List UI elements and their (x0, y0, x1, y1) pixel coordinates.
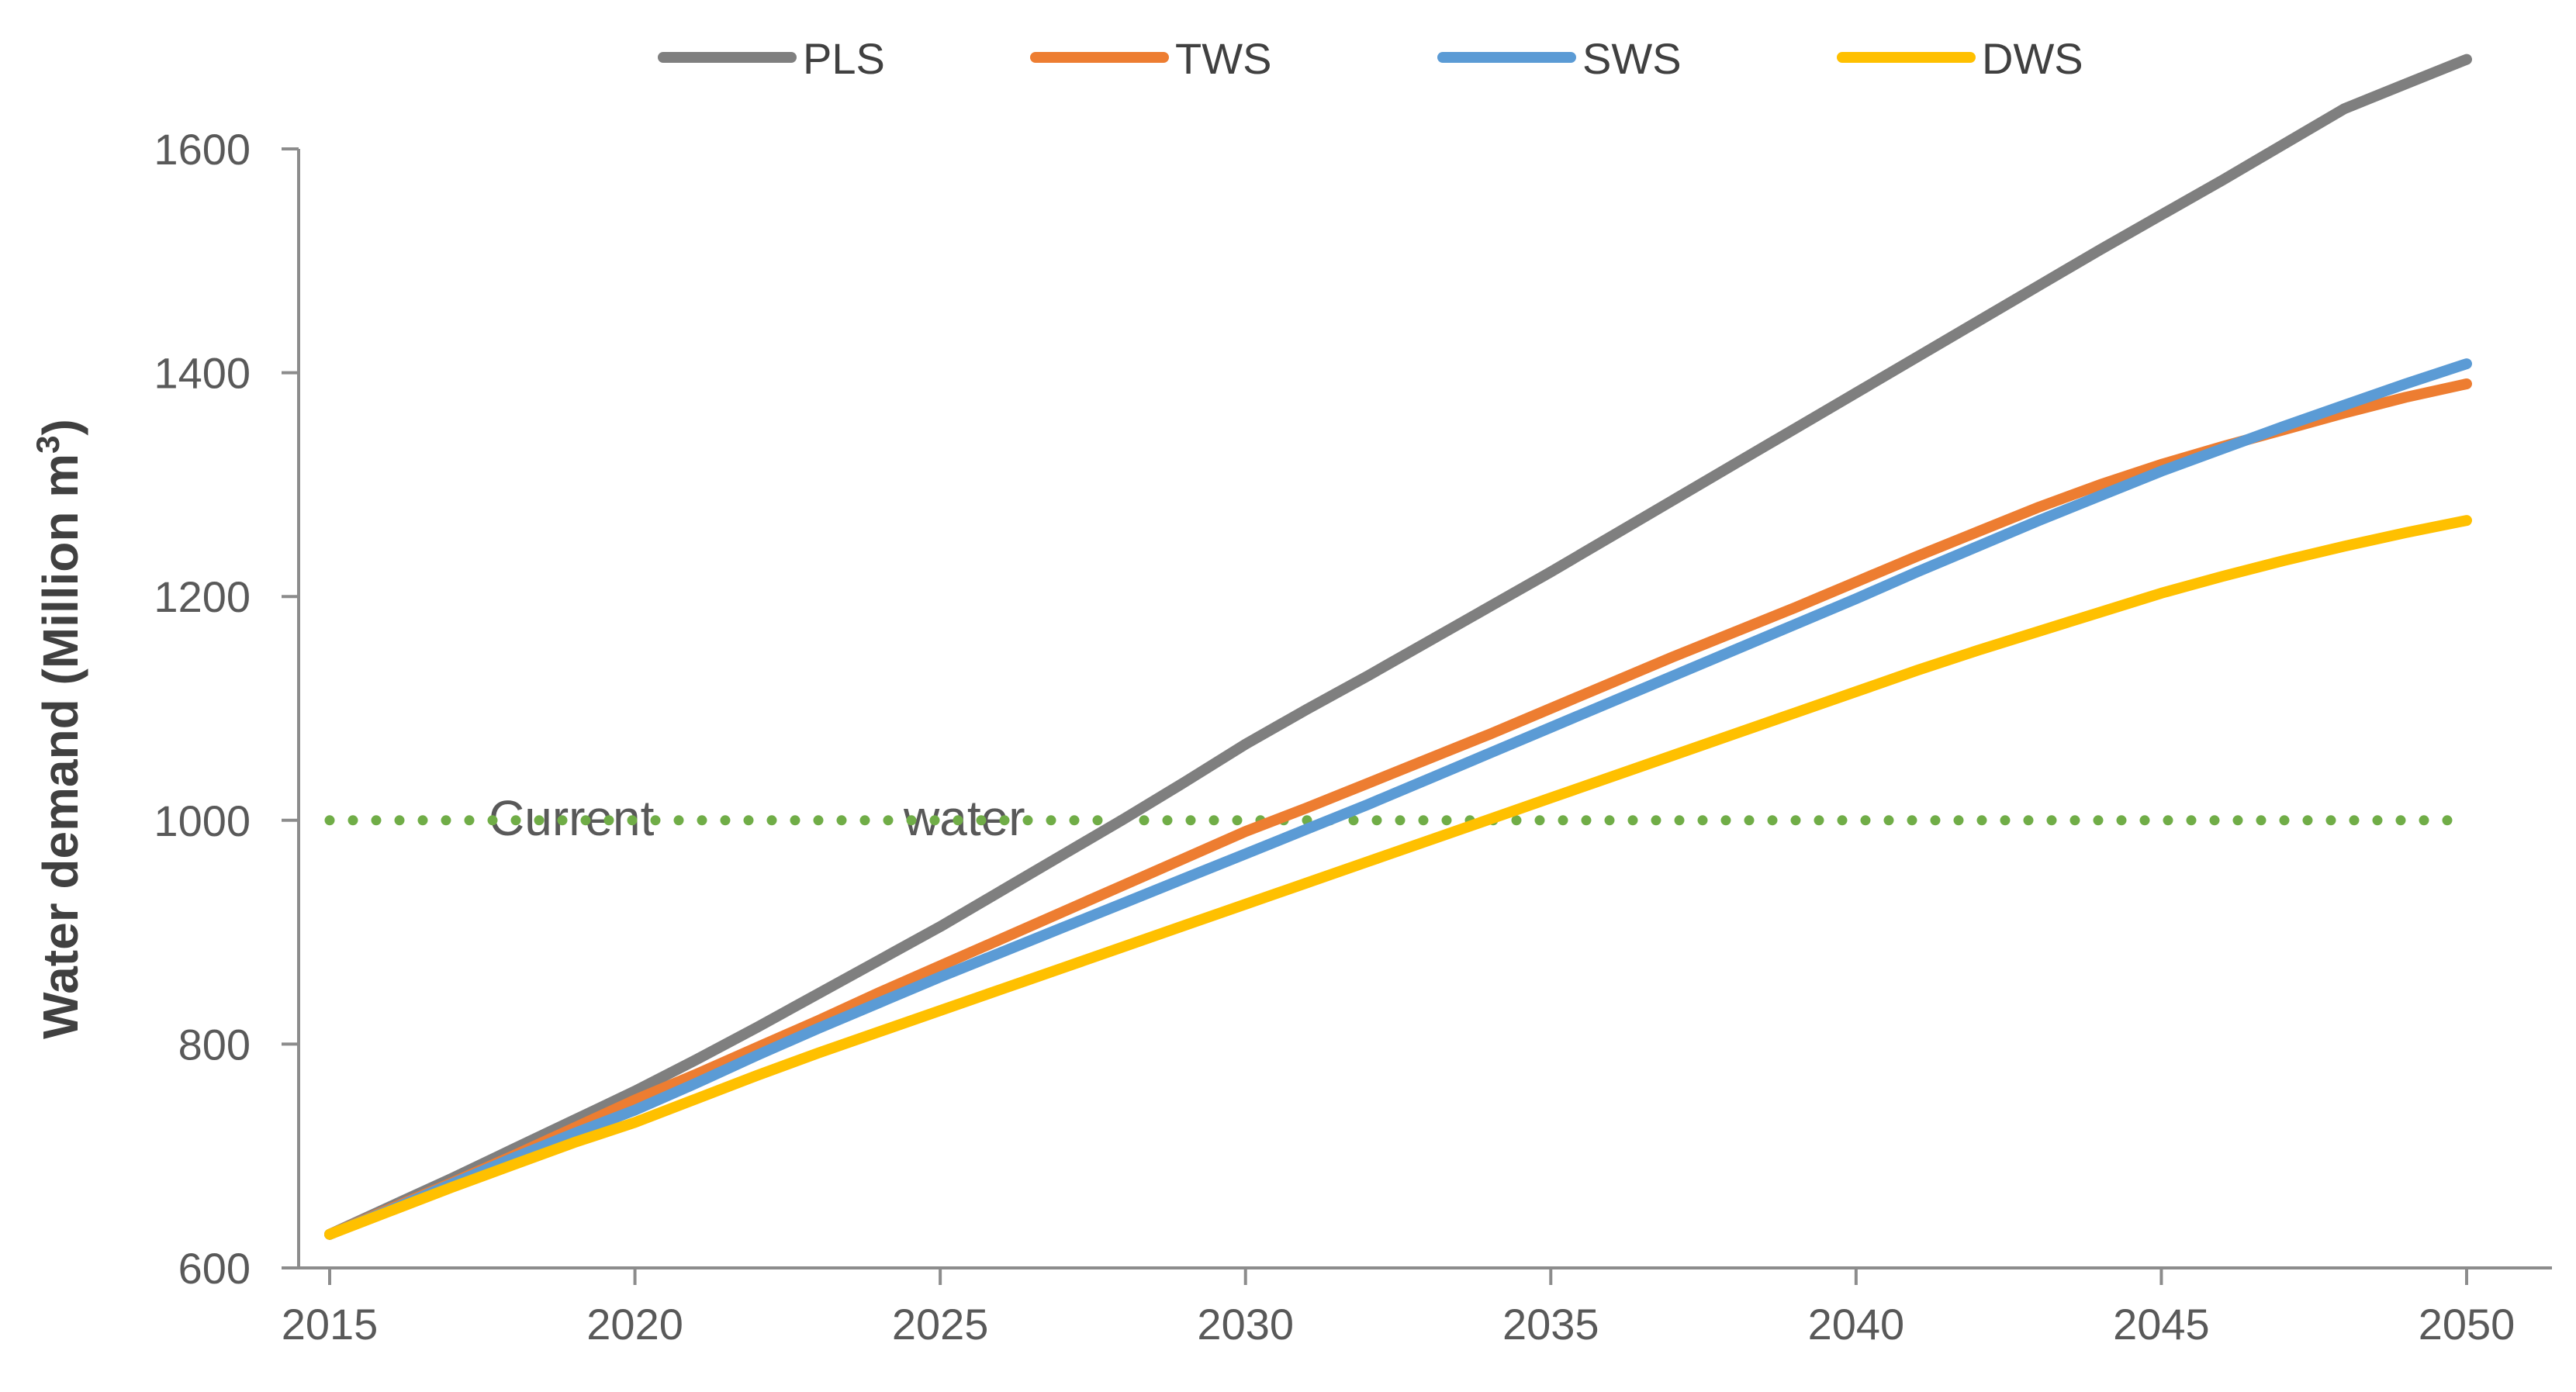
legend-label-pls: PLS (803, 34, 885, 83)
axes (297, 149, 2552, 1269)
y-tick-label: 800 (178, 1020, 251, 1069)
y-tick-label: 1600 (154, 125, 251, 174)
y-ticks: 600 800 1000 1200 1400 1600 (154, 125, 299, 1293)
x-tick-label: 2050 (2419, 1300, 2515, 1349)
legend-label-sws: SWS (1582, 34, 1682, 83)
y-axis-title: Water demand (Million m3) (29, 419, 88, 1039)
y-axis-title-superscript: 3 (29, 435, 66, 453)
x-tick-label: 2015 (282, 1300, 379, 1349)
x-ticks: 2015 2020 2025 2030 2035 2040 2045 2050 (282, 1268, 2515, 1349)
y-tick-label: 1200 (154, 572, 251, 621)
x-tick-label: 2020 (586, 1300, 683, 1349)
series-line-dws (324, 515, 2472, 1240)
x-tick-label: 2035 (1502, 1300, 1599, 1349)
series-line-tws (324, 378, 2472, 1240)
legend-label-dws: DWS (1982, 34, 2083, 83)
y-tick-label: 600 (178, 1244, 251, 1293)
x-tick-label: 2025 (892, 1300, 989, 1349)
legend-label-tws: TWS (1175, 34, 1271, 83)
legend: PLS TWS SWS DWS (658, 34, 2083, 83)
y-tick-label: 1000 (154, 796, 251, 845)
series-line-pls (324, 54, 2472, 1240)
y-axis-title-text: Water demand (Million m (33, 454, 88, 1039)
y-axis-title-suffix: ) (33, 419, 88, 435)
series-lines (324, 54, 2472, 1240)
series-line-sws (324, 358, 2472, 1240)
x-tick-label: 2030 (1197, 1300, 1294, 1349)
x-tick-label: 2040 (1808, 1300, 1905, 1349)
x-tick-label: 2045 (2113, 1300, 2210, 1349)
y-tick-label: 1400 (154, 349, 251, 398)
